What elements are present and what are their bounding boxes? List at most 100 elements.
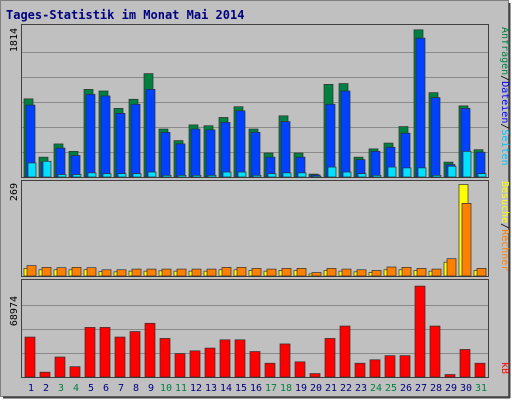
pages-bar xyxy=(267,173,277,178)
visits-legend-label: Besuche xyxy=(499,181,510,223)
visits-bar-face xyxy=(326,268,337,277)
visits-bar-face xyxy=(86,267,97,277)
pages-bar xyxy=(177,174,187,178)
pages-bar xyxy=(132,173,142,178)
visits-bar xyxy=(431,268,442,277)
visits-bar-face xyxy=(461,203,472,277)
x-tick-label: 30 xyxy=(460,383,472,394)
kb-bar-face xyxy=(234,339,246,378)
visits-bar xyxy=(326,268,337,277)
visits-bar xyxy=(356,269,367,277)
kb-bar xyxy=(69,366,81,378)
legend-separator: / xyxy=(499,75,510,81)
visits-bar-face xyxy=(101,269,112,277)
kb-bar-face xyxy=(264,362,276,378)
kb-bar xyxy=(144,322,156,378)
kb-bar xyxy=(24,336,36,378)
files-bar-face xyxy=(340,90,351,178)
files-bar-face xyxy=(205,129,216,178)
pages-bar xyxy=(147,171,157,178)
files-bar-face xyxy=(115,112,126,178)
traffic-axis-max-label: 68974 xyxy=(9,296,20,326)
visits-bar-face xyxy=(176,268,187,277)
kb-legend-label: kB xyxy=(499,362,510,374)
files-bar-face xyxy=(100,95,111,178)
kb-bar xyxy=(294,361,306,378)
files-bar xyxy=(130,103,141,178)
kb-bar-face xyxy=(24,336,36,378)
pages-bar-face xyxy=(57,174,67,178)
pages-legend-label: Seiten xyxy=(499,129,510,165)
kb-bar xyxy=(354,362,366,378)
pages-bar-face xyxy=(27,162,37,178)
pages-bar xyxy=(57,174,67,178)
visits-bar-face xyxy=(476,268,487,277)
visits-bar xyxy=(386,266,397,277)
x-tick-label: 25 xyxy=(385,383,397,394)
kb-bar-face xyxy=(54,356,66,378)
kb-bar-face xyxy=(384,355,396,378)
kb-bar xyxy=(459,349,471,378)
visits-bar-face xyxy=(356,269,367,277)
pages-bar-face xyxy=(342,171,352,178)
kb-bar-face xyxy=(174,353,186,378)
x-tick-label: 26 xyxy=(400,383,412,394)
kb-bar xyxy=(444,374,456,378)
pages-bar-face xyxy=(87,172,97,178)
x-tick-label: 24 xyxy=(370,383,382,394)
kb-bar-face xyxy=(429,325,441,378)
pages-bar-face xyxy=(222,171,232,178)
kb-bar xyxy=(249,351,261,378)
pages-bar xyxy=(432,174,442,178)
pages-bar xyxy=(27,162,37,178)
kb-bar xyxy=(339,325,351,378)
x-tick-label: 5 xyxy=(88,383,94,394)
pages-bar-face xyxy=(162,174,172,178)
visits-bar-face xyxy=(161,268,172,277)
pages-bar xyxy=(342,171,352,178)
pages-bar xyxy=(72,174,82,178)
visits-bar-face xyxy=(266,268,277,277)
visits-bar-face xyxy=(311,272,322,277)
visits-bar-face xyxy=(446,258,457,277)
pages-bar-face xyxy=(72,174,82,178)
kb-bar xyxy=(414,285,426,378)
kb-bar-face xyxy=(39,371,51,378)
kb-bar-face xyxy=(339,325,351,378)
files-bar xyxy=(160,131,171,178)
pages-bar-face xyxy=(132,173,142,178)
pages-bar xyxy=(252,174,262,178)
kb-bar xyxy=(114,336,126,378)
visits-bar xyxy=(296,268,307,277)
visits-bar-face xyxy=(251,268,262,277)
pages-bar xyxy=(327,166,337,178)
kb-bar-face xyxy=(129,331,141,378)
files-bar xyxy=(280,121,291,178)
kb-bar xyxy=(264,362,276,378)
visits-bar-face xyxy=(371,270,382,277)
kb-bar xyxy=(39,371,51,378)
visits-panel-frame xyxy=(21,180,489,277)
files-bar xyxy=(415,37,426,178)
kb-bar-face xyxy=(99,327,111,378)
pages-bar-face xyxy=(102,173,112,178)
kb-bar-face xyxy=(249,351,261,378)
files-legend-label: Dateien xyxy=(499,81,510,123)
visits-bar xyxy=(176,268,187,277)
pages-bar-face xyxy=(237,171,247,178)
visits-bar xyxy=(416,268,427,277)
kb-bar xyxy=(309,373,321,378)
pages-bar-face xyxy=(387,166,397,178)
visits-bar xyxy=(56,267,67,277)
files-bar xyxy=(145,88,156,178)
x-tick-label: 15 xyxy=(235,383,247,394)
pages-bar-face xyxy=(252,174,262,178)
visits-bar xyxy=(116,269,127,277)
kb-bar-face xyxy=(114,336,126,378)
visitors-legend-label: Rechner xyxy=(499,229,510,271)
pages-bar xyxy=(102,173,112,178)
files-bar xyxy=(430,97,441,178)
kb-bar xyxy=(474,362,486,378)
pages-bar xyxy=(402,167,412,178)
